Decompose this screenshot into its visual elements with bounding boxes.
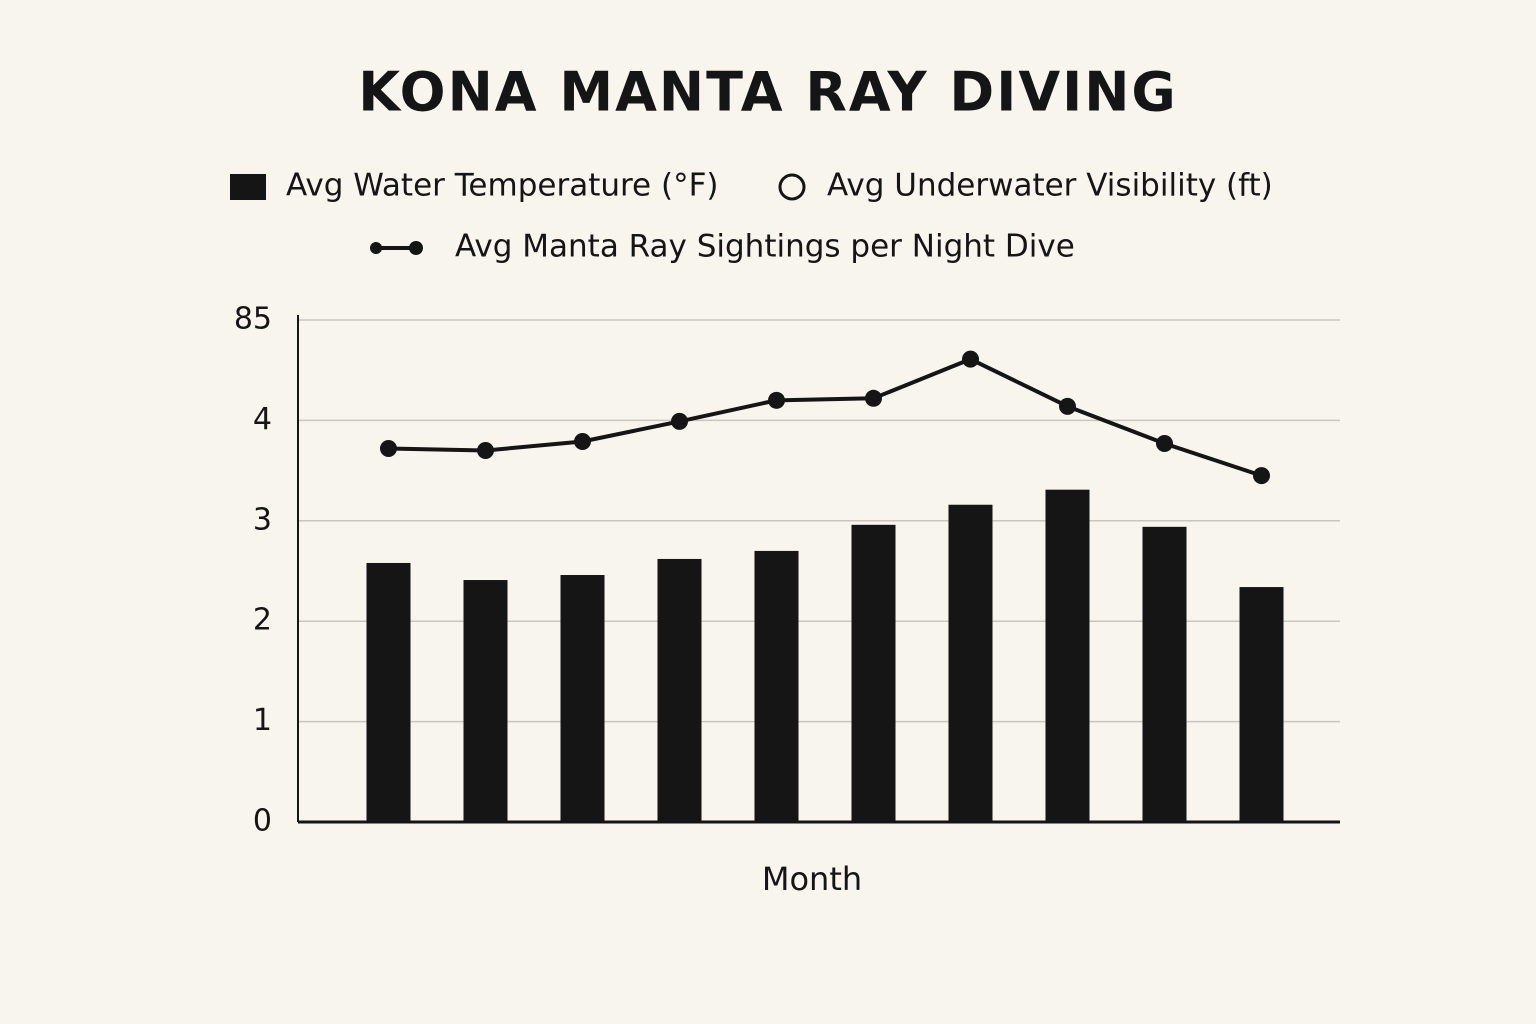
legend-label: Avg Water Temperature (°F): [286, 168, 719, 204]
bar: [366, 562, 411, 822]
line-point: [768, 391, 785, 409]
bar: [948, 504, 993, 822]
bar: [1045, 489, 1090, 822]
y-tick-label: 0: [253, 804, 272, 839]
line-point: [574, 432, 591, 450]
legend-swatch: [409, 241, 423, 255]
line-point: [962, 350, 979, 368]
bar: [1142, 526, 1187, 822]
line-point: [477, 442, 494, 460]
y-tick-label: 85: [234, 302, 272, 337]
bar: [1239, 587, 1284, 822]
bar: [560, 575, 605, 822]
line-point: [1156, 434, 1173, 452]
x-axis-label: Month: [762, 860, 862, 898]
line-point: [1253, 467, 1270, 485]
legend-swatch: [370, 242, 382, 254]
legend-label: Avg Manta Ray Sightings per Night Dive: [455, 229, 1075, 265]
chart-title: KONA MANTA RAY DIVING: [358, 61, 1178, 124]
legend-swatch: [778, 173, 806, 201]
legend-swatch: [230, 174, 266, 200]
line-point: [380, 440, 397, 458]
bar: [851, 524, 896, 822]
y-tick-label: 2: [253, 603, 272, 638]
legend-label: Avg Underwater Visibility (ft): [827, 168, 1273, 204]
bar: [657, 558, 702, 822]
y-tick-label: 3: [253, 502, 272, 537]
line-point: [671, 412, 688, 430]
y-tick-label: 1: [253, 703, 272, 738]
bar: [754, 550, 799, 822]
bar: [463, 580, 508, 822]
line-point: [1059, 397, 1076, 415]
line-point: [865, 389, 882, 407]
line: [388, 357, 1263, 478]
y-tick-label: 4: [253, 402, 272, 437]
